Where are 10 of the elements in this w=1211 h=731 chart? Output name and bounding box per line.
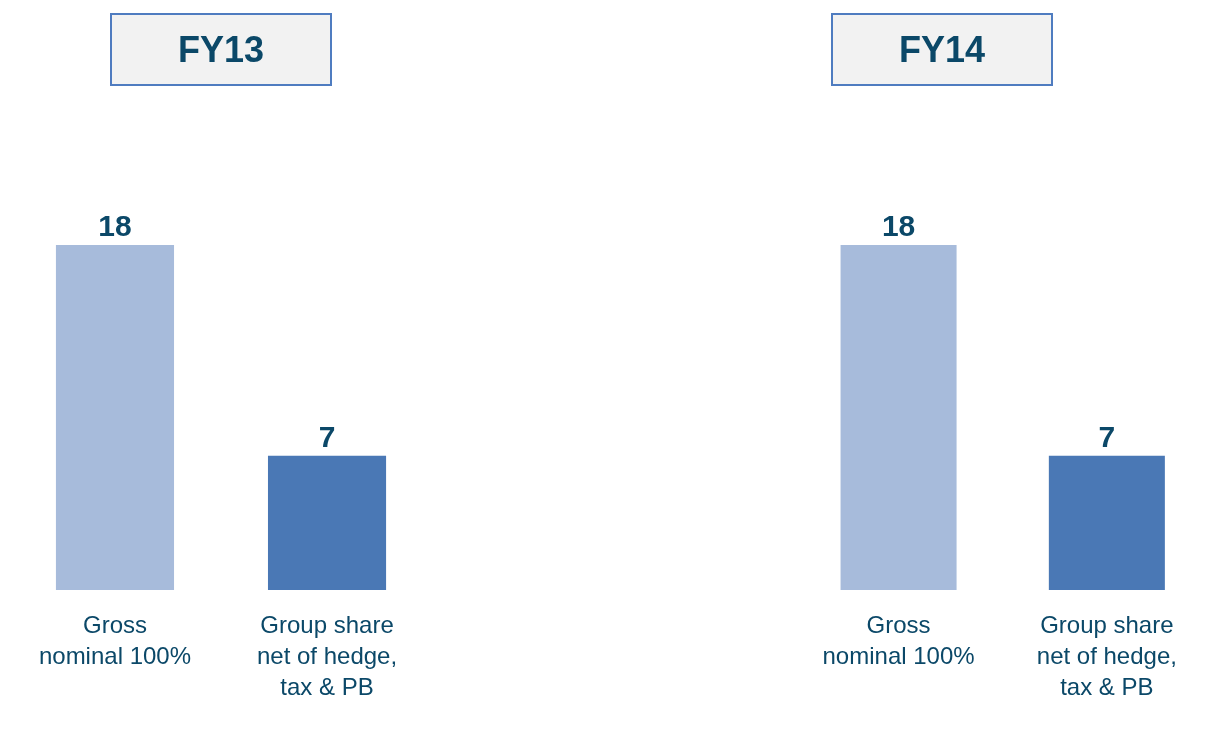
x-tick-label: Group share net of hedge, tax & PB — [256, 610, 398, 701]
x-tick-label: Gross nominal 100% — [38, 610, 192, 670]
x-tick-label: Gross nominal 100% — [822, 610, 975, 670]
data-label: 7 — [318, 419, 336, 453]
data-label: 18 — [881, 208, 916, 242]
chart-title: FY14 — [898, 29, 986, 70]
x-tick-label: Group share net of hedge, tax & PB — [1036, 610, 1177, 701]
data-label: 7 — [1098, 419, 1116, 453]
data-label: 18 — [98, 208, 132, 242]
chart-title: FY13 — [177, 29, 265, 70]
